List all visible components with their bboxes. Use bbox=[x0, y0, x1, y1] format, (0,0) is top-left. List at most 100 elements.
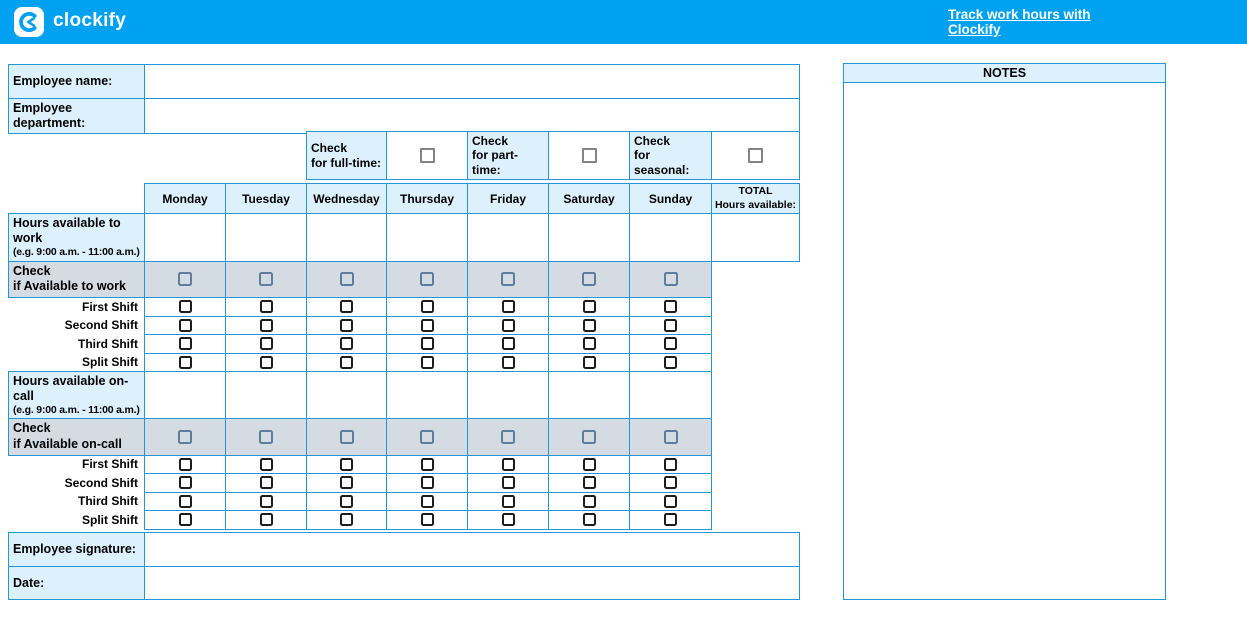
shift-checkbox[interactable] bbox=[259, 318, 273, 332]
shift-checkbox[interactable] bbox=[178, 457, 192, 471]
shift-checkbox[interactable] bbox=[178, 476, 192, 490]
shift-checkbox[interactable] bbox=[340, 457, 353, 471]
shift-cell bbox=[144, 315, 226, 335]
available-work-checkbox[interactable] bbox=[501, 272, 515, 287]
available-oncall-checkbox[interactable] bbox=[259, 430, 273, 445]
shift-checkbox[interactable] bbox=[664, 476, 677, 490]
shift-checkbox[interactable] bbox=[420, 337, 434, 351]
shift-checkbox[interactable] bbox=[420, 355, 434, 369]
available-work-checkbox[interactable] bbox=[339, 272, 354, 287]
shift-checkbox[interactable] bbox=[178, 494, 192, 508]
shift-checkbox[interactable] bbox=[259, 513, 273, 527]
hours-work-cell[interactable] bbox=[306, 213, 387, 262]
hours-work-cell[interactable] bbox=[225, 213, 307, 262]
available-work-checkbox[interactable] bbox=[582, 272, 596, 287]
shift-checkbox[interactable] bbox=[420, 300, 434, 314]
available-work-cell bbox=[225, 260, 307, 298]
shift-checkbox[interactable] bbox=[178, 513, 192, 527]
notes-area[interactable] bbox=[843, 81, 1166, 600]
shift-checkbox[interactable] bbox=[501, 300, 515, 314]
hours-work-cell[interactable] bbox=[629, 213, 712, 262]
shift-checkbox[interactable] bbox=[340, 300, 353, 314]
shift-checkbox[interactable] bbox=[582, 513, 596, 527]
fulltime-checkbox[interactable] bbox=[419, 148, 435, 164]
shift-checkbox[interactable] bbox=[340, 513, 353, 527]
shift-checkbox[interactable] bbox=[582, 337, 596, 351]
hours-work-cell[interactable] bbox=[386, 213, 468, 262]
date-field[interactable] bbox=[144, 566, 800, 600]
hours-oncall-cell[interactable] bbox=[144, 370, 226, 420]
available-work-checkbox[interactable] bbox=[663, 272, 678, 287]
hours-oncall-cell[interactable] bbox=[225, 370, 307, 420]
shift-checkbox[interactable] bbox=[501, 337, 515, 351]
hours-oncall-cell[interactable] bbox=[548, 370, 630, 420]
shift-checkbox[interactable] bbox=[582, 457, 596, 471]
parttime-checkbox[interactable] bbox=[581, 148, 597, 164]
shift-checkbox[interactable] bbox=[582, 300, 596, 314]
shift-checkbox[interactable] bbox=[259, 337, 273, 351]
shift-checkbox[interactable] bbox=[501, 355, 515, 369]
shift-checkbox[interactable] bbox=[259, 494, 273, 508]
available-oncall-checkbox[interactable] bbox=[339, 430, 354, 445]
shift-checkbox[interactable] bbox=[664, 457, 677, 471]
shift-checkbox[interactable] bbox=[259, 355, 273, 369]
shift-checkbox[interactable] bbox=[664, 355, 677, 369]
shift-checkbox[interactable] bbox=[501, 457, 515, 471]
shift-cell bbox=[386, 333, 468, 354]
shift-checkbox[interactable] bbox=[501, 318, 515, 332]
shift-checkbox[interactable] bbox=[420, 494, 434, 508]
shift-checkbox[interactable] bbox=[178, 337, 192, 351]
seasonal-checkbox[interactable] bbox=[748, 148, 763, 164]
employee-name-field[interactable] bbox=[144, 64, 800, 99]
hours-oncall-cell[interactable] bbox=[306, 370, 387, 420]
shift-checkbox[interactable] bbox=[420, 476, 434, 490]
shift-checkbox[interactable] bbox=[582, 476, 596, 490]
available-work-checkbox[interactable] bbox=[420, 272, 434, 287]
available-oncall-checkbox[interactable] bbox=[663, 430, 678, 445]
shift-checkbox[interactable] bbox=[420, 457, 434, 471]
hours-oncall-cell[interactable] bbox=[629, 370, 712, 420]
shift-checkbox[interactable] bbox=[420, 318, 434, 332]
hours-oncall-cell[interactable] bbox=[386, 370, 468, 420]
shift-checkbox[interactable] bbox=[340, 355, 353, 369]
shift-checkbox[interactable] bbox=[582, 355, 596, 369]
shift-checkbox[interactable] bbox=[178, 355, 192, 369]
fulltime-checkbox-cell bbox=[386, 130, 468, 181]
available-oncall-checkbox[interactable] bbox=[582, 430, 596, 445]
shift-checkbox[interactable] bbox=[340, 337, 353, 351]
shift-checkbox[interactable] bbox=[664, 337, 677, 351]
hours-work-cell[interactable] bbox=[467, 213, 549, 262]
shift-checkbox[interactable] bbox=[664, 513, 677, 527]
shift-checkbox[interactable] bbox=[178, 300, 192, 314]
employee-signature-field[interactable] bbox=[144, 532, 800, 567]
track-work-hours-link[interactable]: Track work hours with Clockify bbox=[948, 7, 1091, 37]
shift-checkbox[interactable] bbox=[259, 300, 273, 314]
shift-checkbox[interactable] bbox=[340, 476, 353, 490]
shift-checkbox[interactable] bbox=[582, 494, 596, 508]
shift-checkbox[interactable] bbox=[501, 476, 515, 490]
shift-checkbox[interactable] bbox=[340, 318, 353, 332]
day-header-friday: Friday bbox=[467, 183, 549, 214]
available-work-checkbox[interactable] bbox=[178, 272, 192, 287]
shift-checkbox[interactable] bbox=[420, 513, 434, 527]
shift-checkbox[interactable] bbox=[259, 457, 273, 471]
shift-checkbox[interactable] bbox=[259, 476, 273, 490]
shift-checkbox[interactable] bbox=[582, 318, 596, 332]
shift-cell bbox=[306, 352, 387, 372]
shift-checkbox[interactable] bbox=[664, 494, 677, 508]
total-hours-work-cell[interactable] bbox=[711, 213, 800, 262]
shift-checkbox[interactable] bbox=[501, 494, 515, 508]
available-oncall-checkbox[interactable] bbox=[420, 430, 434, 445]
employee-department-field[interactable] bbox=[144, 98, 800, 134]
available-oncall-checkbox[interactable] bbox=[178, 430, 192, 445]
shift-checkbox[interactable] bbox=[501, 513, 515, 527]
available-oncall-checkbox[interactable] bbox=[501, 430, 515, 445]
shift-checkbox[interactable] bbox=[664, 300, 677, 314]
shift-checkbox[interactable] bbox=[340, 494, 353, 508]
shift-checkbox[interactable] bbox=[178, 318, 192, 332]
hours-work-cell[interactable] bbox=[144, 213, 226, 262]
hours-oncall-cell[interactable] bbox=[467, 370, 549, 420]
available-work-checkbox[interactable] bbox=[259, 272, 273, 287]
hours-work-cell[interactable] bbox=[548, 213, 630, 262]
shift-checkbox[interactable] bbox=[664, 318, 677, 332]
